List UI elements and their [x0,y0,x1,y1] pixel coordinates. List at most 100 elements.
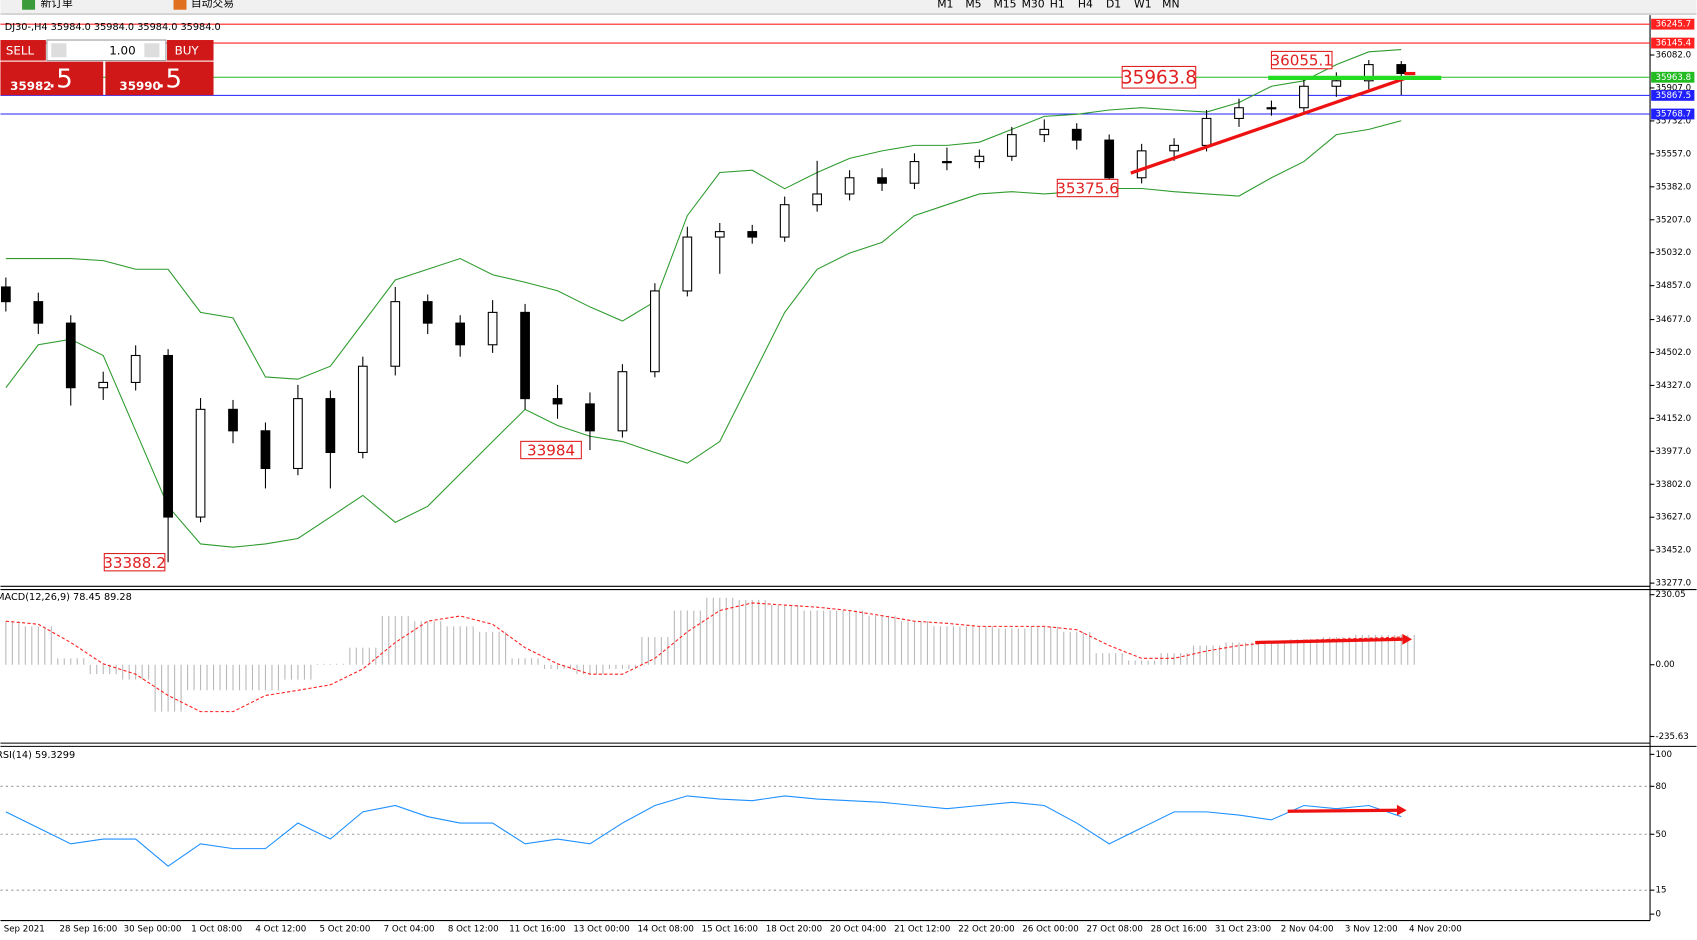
sell-price[interactable]: 35982 [10,79,51,93]
toolbar [0,0,1697,15]
trend-line[interactable] [1130,76,1408,175]
price-annotation-box [1056,178,1119,198]
level-tag-label: 36145.4 [1655,39,1691,49]
x-tick-label: 7 Oct 04:00 [384,925,435,935]
candle-body [293,398,303,470]
buy-price[interactable]: 35990 [119,79,160,93]
y-tick-label: 36082.0 [1655,51,1691,61]
candle-body [357,365,368,454]
x-tick-label: 22 Oct 20:00 [958,925,1014,935]
lot-box[interactable] [46,39,167,62]
y-tick-label: 34502.0 [1655,348,1691,358]
y-tick-label: 230.05 [1655,590,1685,600]
candle-body [1136,150,1147,179]
x-tick-label: 28 Sep 16:00 [60,925,118,935]
y-tick-label: 34327.0 [1655,381,1691,391]
auto-trading[interactable]: 自动交易 [191,0,234,9]
x-tick-label: 30 Sep 00:00 [124,925,182,935]
buy-label[interactable]: BUY [175,43,200,57]
buy-price-box[interactable] [105,61,214,96]
x-tick-label: 27 Oct 08:00 [1087,925,1143,935]
candle-body [909,161,920,184]
y-tick-label: 33802.0 [1655,480,1691,490]
level-tag-label: 35867.5 [1655,91,1691,101]
macd-signal [5,602,1402,713]
candle-body [228,408,238,432]
candle-body [0,286,11,303]
candle-body [1006,134,1017,157]
y-tick-label: 34152.0 [1655,414,1691,424]
lot-down[interactable] [51,43,67,58]
y-tick-label: 33277.0 [1655,579,1691,589]
candle-body [1396,64,1407,75]
timeframe-button[interactable]: M15 [993,0,1016,10]
level-tag-label: 36245.7 [1655,20,1691,30]
rsi-panel: 100 80 50 15 0 [0,750,1672,920]
y-tick-label: 35732.0 [1655,116,1691,126]
timeframe-button[interactable]: W1 [1134,0,1152,10]
rsi-label: RSI(14) 59.3299 [0,750,75,761]
candle-body [617,371,628,432]
x-tick-label: 1 Oct 08:00 [191,925,242,935]
auto-trading-icon[interactable] [173,0,187,10]
y-tick-label: 100 [1655,750,1672,760]
candle-body [1071,128,1082,141]
timeframe-button[interactable]: M1 [937,0,953,10]
timeframe-button[interactable]: D1 [1106,0,1121,10]
candle-body [390,301,401,367]
candle-body [1169,144,1179,152]
y-tick-label: 34677.0 [1655,315,1691,325]
level-tag [1651,108,1695,120]
y-tick-label: 35907.0 [1655,83,1691,93]
y-tick-label: 35207.0 [1655,215,1691,225]
new-order-icon[interactable] [22,0,36,10]
y-tick-label: -235.63 [1655,732,1688,742]
sell-label[interactable]: SELL [6,43,35,57]
new-order[interactable]: 新订单 [40,0,73,9]
y-tick-label: 33452.0 [1655,546,1691,556]
macd-arrow[interactable] [1255,637,1403,645]
timeframe-button[interactable]: H4 [1078,0,1093,10]
macd-panel: 230.05 0.00 -235.63 [5,590,1689,742]
x-tick-label: 18 Oct 20:00 [766,925,822,935]
x-tick-label: 11 Oct 16:00 [509,925,565,935]
candle-body [65,322,76,389]
candle-body [520,311,530,400]
rsi-line [5,795,1402,867]
sell-price-box[interactable] [0,61,104,96]
candle-body [422,301,433,324]
x-tick-label: 20 Oct 04:00 [830,925,886,935]
price-annotation-box [1121,65,1197,89]
lot-size[interactable]: 1.00 [109,43,135,57]
price-annotation-box [520,440,582,460]
y-tick-label: 33977.0 [1655,447,1691,457]
buy-button[interactable] [167,40,214,61]
lot-up[interactable] [144,43,160,58]
candle-body [98,381,109,389]
price-annotation: 35375.6 [1056,180,1119,198]
y-tick-label: 15 [1655,886,1666,896]
y-tick-label: 35382.0 [1655,182,1691,192]
level-tag-label: 35768.7 [1655,109,1691,119]
x-tick-label: 15 Oct 16:00 [702,925,758,935]
candle-body [552,398,563,405]
level-tag [1651,71,1695,83]
candle-body [1363,64,1374,82]
price-annotation-box [103,552,166,572]
timeframes: M1 M5 M15 M30 H1 H4 D1 W1 MN [937,0,1179,10]
candle-body [1331,80,1342,87]
sell-button[interactable] [0,40,46,61]
price-annotation: 35963.8 [1121,67,1197,88]
candle-body [585,403,595,432]
buy-pip[interactable]: .5 [157,65,182,95]
candle-body [260,430,271,470]
timeframe-button[interactable]: MN [1162,0,1179,10]
x-tick-label: 28 Oct 16:00 [1151,925,1207,935]
rsi-arrow[interactable] [1287,808,1399,813]
price-annotation: 36055.1 [1270,52,1333,70]
timeframe-button[interactable]: H1 [1050,0,1065,10]
timeframe-button[interactable]: M5 [965,0,981,10]
sell-pip[interactable]: .5 [48,65,73,95]
timeframe-button[interactable]: M30 [1022,0,1045,10]
level-tag-label: 35963.8 [1655,73,1691,83]
